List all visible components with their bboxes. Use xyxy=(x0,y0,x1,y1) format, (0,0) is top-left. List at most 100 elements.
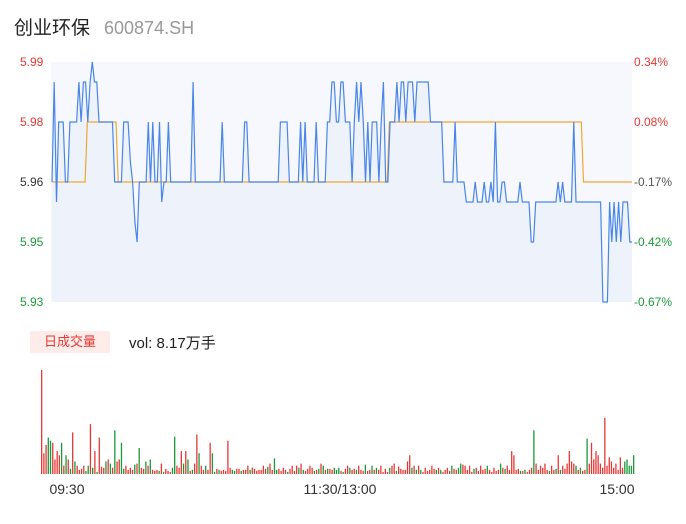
volume-bar xyxy=(610,461,613,474)
volume-bar xyxy=(41,370,43,474)
volume-bar xyxy=(484,468,486,474)
volume-bar xyxy=(147,465,149,474)
volume-bar xyxy=(85,470,87,474)
volume-bar xyxy=(300,463,302,474)
pct-axis-label: 0.08% xyxy=(634,115,668,129)
volume-bar xyxy=(471,471,473,474)
volume-bar xyxy=(360,469,362,474)
volume-bar xyxy=(324,469,327,474)
pct-axis-label: -0.42% xyxy=(634,235,672,249)
volume-bar xyxy=(415,469,418,474)
volume-bar xyxy=(440,469,442,474)
volume-bar xyxy=(76,465,78,474)
volume-bar xyxy=(111,467,114,474)
volume-bar xyxy=(593,459,595,474)
volume-bar xyxy=(366,470,369,474)
volume-bar xyxy=(568,451,570,474)
volume-readout: vol: 8.17万手 xyxy=(129,335,216,352)
volume-bar xyxy=(386,471,389,474)
price-axis-label: 5.95 xyxy=(20,235,44,249)
volume-bar xyxy=(52,442,54,474)
volume-bar xyxy=(185,451,187,474)
volume-bar xyxy=(327,468,329,474)
volume-bar xyxy=(240,470,242,474)
volume-bar xyxy=(131,469,134,474)
volume-bar xyxy=(546,469,548,474)
volume-bar xyxy=(531,467,533,474)
stock-code: 600874.SH xyxy=(104,18,195,38)
volume-bar xyxy=(577,469,579,474)
volume-bar xyxy=(83,465,85,474)
volume-bar xyxy=(293,470,296,474)
volume-bar xyxy=(570,461,573,474)
volume-bar xyxy=(448,470,451,474)
volume-bar xyxy=(220,470,222,474)
volume-bar xyxy=(340,470,342,474)
volume-bar xyxy=(559,469,562,474)
volume-bar xyxy=(105,461,107,474)
volume-bar xyxy=(309,465,311,474)
volume-bar xyxy=(209,442,211,474)
volume-bar xyxy=(287,471,289,474)
volume-bar xyxy=(499,463,502,474)
volume-bar xyxy=(588,463,590,474)
price-axis-label: 5.96 xyxy=(20,175,44,189)
volume-bar xyxy=(371,465,373,474)
volume-bar xyxy=(96,471,98,474)
volume-bar xyxy=(615,463,617,474)
volume-bar xyxy=(555,468,557,474)
volume-bar xyxy=(364,464,367,474)
volume-bar xyxy=(606,465,608,474)
volume-bar xyxy=(222,469,225,474)
volume-bar xyxy=(380,465,382,474)
volume-bar xyxy=(114,430,116,474)
volume-bar xyxy=(335,469,338,474)
volume-bar xyxy=(431,465,433,474)
volume-bar xyxy=(595,451,597,474)
volume-bar xyxy=(444,469,446,474)
volume-bar xyxy=(384,468,386,474)
volume-bar xyxy=(482,469,484,474)
volume-bar xyxy=(331,469,333,474)
pct-axis-label: -0.67% xyxy=(634,295,672,309)
stock-header: 创业环保 600874.SH xyxy=(14,13,194,40)
volume-bar xyxy=(158,470,160,474)
volume-bar xyxy=(231,469,233,474)
volume-bar xyxy=(351,469,353,474)
volume-bar xyxy=(193,463,196,474)
volume-bar xyxy=(550,465,553,474)
volume-bar xyxy=(69,468,72,474)
volume-bar xyxy=(477,470,480,474)
volume-bar xyxy=(267,466,269,474)
volume-bar xyxy=(169,471,171,474)
volume-bar xyxy=(404,469,406,474)
volume-bar xyxy=(280,470,282,474)
volume-bar xyxy=(262,465,265,474)
volume-bar xyxy=(533,430,535,474)
volume-bar xyxy=(630,465,633,474)
volume-bar xyxy=(307,468,309,474)
volume-bar xyxy=(284,469,287,474)
volume-bar xyxy=(435,469,437,474)
volume-bar xyxy=(289,468,291,474)
volume-bar xyxy=(271,469,273,474)
volume-bar xyxy=(149,459,151,474)
volume-bar xyxy=(597,455,599,474)
volume-bar xyxy=(304,470,307,474)
volume-bar xyxy=(67,459,69,474)
volume-bar xyxy=(43,453,45,474)
volume-bar xyxy=(473,468,475,474)
time-axis-label: 15:00 xyxy=(599,481,634,497)
volume-bar xyxy=(315,469,318,474)
volume-bar xyxy=(460,463,462,474)
volume-bar xyxy=(519,470,522,474)
volume-bar xyxy=(599,463,602,474)
daily-volume-badge[interactable]: 日成交量 xyxy=(30,331,110,353)
volume-bar xyxy=(291,465,293,474)
volume-bar xyxy=(238,468,240,474)
volume-bar xyxy=(628,465,630,474)
volume-bar xyxy=(429,469,431,474)
volume-bar xyxy=(151,469,154,474)
volume-bar xyxy=(586,438,588,474)
volume-bar xyxy=(488,469,491,474)
